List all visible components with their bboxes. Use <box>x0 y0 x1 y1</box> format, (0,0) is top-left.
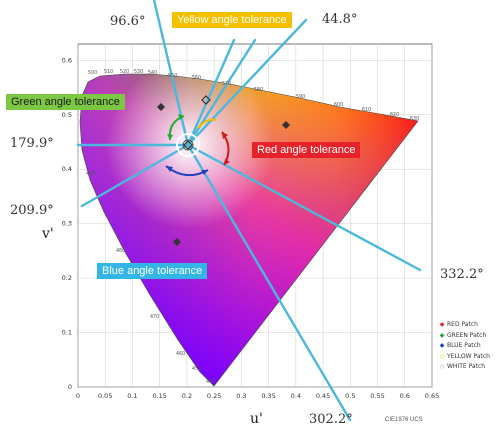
white-point-ring-inner <box>182 139 194 151</box>
x-tick-label: 0 <box>76 392 80 400</box>
white-point-ring <box>176 133 200 157</box>
wavelength-label: 450 <box>192 366 201 372</box>
y-tick-label: 0.3 <box>62 220 72 228</box>
legend-marker: ◇ <box>439 363 445 370</box>
wavelength-label: 490 <box>86 171 95 177</box>
yellow-tolerance-label: Yellow angle tolerance <box>172 12 292 28</box>
y-tick-label: 0.5 <box>62 111 72 119</box>
wavelength-label: 530 <box>134 69 143 75</box>
wavelength-labels: 500 510 520 530 540 550 560 570 580 590 600 610 620 6… <box>86 69 419 385</box>
tick-labels: 0 0.05 0.1 0.15 0.2 0.25 0.3 0.35 0.4 0.45 0.5 0.55… <box>62 56 440 400</box>
wavelength-label: 440 <box>206 379 215 385</box>
wavelength-label: 620 <box>390 112 399 118</box>
x-tick-label: 0.4 <box>291 392 301 400</box>
wavelength-label: 540 <box>148 70 157 76</box>
legend-item: ◇ YELLOW Patch <box>439 353 490 360</box>
x-tick-label: 0.2 <box>182 392 192 400</box>
y-tick-label: 0 <box>68 383 72 391</box>
angle-label-44: 44.8° <box>322 12 358 27</box>
wavelength-label: 630 <box>410 116 419 122</box>
angle-label-96: 96.6° <box>110 14 146 29</box>
wavelength-label: 480 <box>116 248 125 254</box>
tolerance-line-96 <box>152 0 190 147</box>
yellow-patch-marker <box>201 95 211 105</box>
x-tick-label: 0.25 <box>207 392 221 400</box>
tolerance-line-332 <box>186 143 422 272</box>
green-tolerance-label: Green angle tolerance <box>6 94 125 110</box>
yellow-tolerance-arrow <box>197 118 217 129</box>
wavelength-label: 520 <box>120 69 129 75</box>
wavelength-label: 590 <box>296 94 305 100</box>
wavelength-label: 610 <box>362 107 371 113</box>
y-tick-label: 0.1 <box>62 329 72 337</box>
angle-label-302: 302.2° <box>309 412 353 427</box>
blue-patch-marker <box>173 238 181 246</box>
tolerance-lines <box>76 0 422 422</box>
wavelength-label: 470 <box>150 314 159 320</box>
x-tick-label: 0.35 <box>261 392 275 400</box>
x-tick-label: 0.65 <box>425 392 439 400</box>
legend-item: ◆ RED Patch <box>439 321 478 328</box>
legend-marker: ◆ <box>439 321 445 328</box>
legend-marker: ◇ <box>439 352 445 360</box>
tolerance-line-yellow-a <box>186 38 236 147</box>
white-patch-marker <box>183 140 193 150</box>
x-tick-label: 0.3 <box>236 392 246 400</box>
legend-item: ◆ GREEN Patch <box>439 331 487 339</box>
wavelength-label: 600 <box>334 102 343 108</box>
x-tick-label: 0.15 <box>152 392 166 400</box>
red-patch-marker <box>282 121 290 129</box>
legend-label: GREEN Patch <box>447 331 487 339</box>
x-tick-label: 0.45 <box>316 392 330 400</box>
tolerance-line-44 <box>186 18 308 147</box>
legend-item: ◆ BLUE Patch <box>439 342 481 349</box>
green-patch-marker <box>157 103 165 111</box>
wavelength-label: 500 <box>88 70 97 76</box>
wavelength-label: 560 <box>192 75 201 81</box>
x-tick-label: 0.05 <box>98 392 112 400</box>
red-tolerance-label: Red angle tolerance <box>252 142 361 158</box>
legend-label: RED Patch <box>447 321 478 328</box>
diagram-caption: CIE1976 UCS <box>385 417 423 423</box>
legend-label: BLUE Patch <box>447 342 481 349</box>
tolerance-line-302 <box>186 143 352 422</box>
blue-tolerance-label: Blue angle tolerance <box>97 263 208 279</box>
x-tick-label: 0.6 <box>400 392 410 400</box>
angle-label-332: 332.2° <box>440 267 484 282</box>
tolerance-line-209 <box>80 143 190 208</box>
wavelength-label: 580 <box>254 87 263 93</box>
legend-item: ◇ WHITE Patch <box>439 363 485 370</box>
x-tick-label: 0.55 <box>370 392 384 400</box>
angle-label-209: 209.9° <box>10 203 54 218</box>
legend-label: YELLOW Patch <box>447 352 490 360</box>
legend-marker: ◆ <box>439 342 445 349</box>
legend-label: WHITE Patch <box>447 363 486 370</box>
x-tick-label: 0.5 <box>345 392 355 400</box>
wavelength-label: 510 <box>104 69 113 75</box>
legend-marker: ◆ <box>439 331 445 339</box>
x-axis-label: u' <box>250 411 263 427</box>
y-axis-label: v' <box>42 226 54 242</box>
wavelength-label: 570 <box>222 81 231 87</box>
angle-label-179: 179.9° <box>10 136 54 151</box>
x-tick-label: 0.1 <box>127 392 137 400</box>
y-tick-label: 0.6 <box>62 56 72 64</box>
y-tick-label: 0.4 <box>62 165 72 173</box>
y-tick-label: 0.2 <box>62 274 72 282</box>
wavelength-label: 460 <box>176 351 185 357</box>
wavelength-label: 550 <box>168 73 177 79</box>
